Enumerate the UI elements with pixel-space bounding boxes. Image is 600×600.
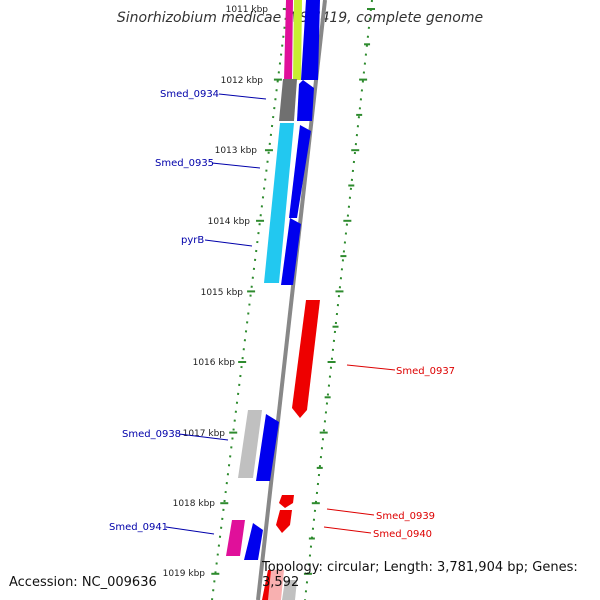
kbp-label: 1013 kbp <box>215 146 258 156</box>
kbp-tick-marks <box>211 8 375 575</box>
kbp-label: 1019 kbp <box>163 569 206 579</box>
gene-label-pyrB[interactable]: pyrB <box>181 235 204 246</box>
leader-smed-0934 <box>218 93 267 100</box>
scale-ring-inner <box>211 0 289 600</box>
gene-smed-0939[interactable] <box>279 495 294 508</box>
topology-label: Topology: circular; Length: 3,781,904 bp… <box>262 560 578 590</box>
gene-smed-0938[interactable] <box>238 410 262 478</box>
gene-label-smed-0941[interactable]: Smed_0941 <box>109 522 168 533</box>
gene-forward[interactable] <box>297 80 314 121</box>
leader-smed-0938 <box>178 433 229 441</box>
gene-partial-bottom[interactable] <box>282 580 297 600</box>
scale-ring-outer <box>304 0 373 600</box>
gene-label-smed-0940[interactable]: Smed_0940 <box>373 529 432 540</box>
gene-forward[interactable] <box>289 125 311 218</box>
gene-smed-0940[interactable] <box>276 510 292 533</box>
gene-forward[interactable] <box>301 0 320 80</box>
gene-smed-0937[interactable] <box>292 300 320 418</box>
kbp-label: 1018 kbp <box>173 499 216 509</box>
kbp-label: 1012 kbp <box>221 76 264 86</box>
kbp-label: 1016 kbp <box>193 358 236 368</box>
gene-label-smed-0938[interactable]: Smed_0938 <box>122 429 181 440</box>
kbp-label: 1014 kbp <box>208 217 251 227</box>
kbp-label: 1017 kbp <box>183 429 226 439</box>
leader-smed-0935 <box>211 162 261 169</box>
gene-smed-0935[interactable] <box>264 123 294 283</box>
gene-label-smed-0934[interactable]: Smed_0934 <box>160 89 219 100</box>
kbp-label: 1015 kbp <box>201 288 244 298</box>
gene-forward[interactable] <box>256 414 279 481</box>
leader-smed-0937 <box>346 364 396 371</box>
gene-forward[interactable] <box>244 523 263 560</box>
gene-label-smed-0937[interactable]: Smed_0937 <box>396 366 455 377</box>
leader-smed-0940 <box>323 526 372 534</box>
genome-backbone <box>256 0 327 600</box>
gene-label-smed-0939[interactable]: Smed_0939 <box>376 511 435 522</box>
leader-pyrB <box>204 239 253 247</box>
gene-lime[interactable] <box>293 0 302 80</box>
leader-smed-0939 <box>326 508 375 516</box>
gene-magenta[interactable] <box>284 0 293 80</box>
kbp-label: 1011 kbp <box>226 5 269 15</box>
gene-smed-0934[interactable] <box>279 79 297 121</box>
leader-smed-0941 <box>165 526 215 535</box>
gene-smed-0941[interactable] <box>226 520 245 556</box>
gene-label-smed-0935[interactable]: Smed_0935 <box>155 158 214 169</box>
gene-pyrB[interactable] <box>281 218 301 285</box>
accession-label: Accession: NC_009636 <box>9 575 157 590</box>
gene-partial-bottom[interactable] <box>268 570 284 600</box>
